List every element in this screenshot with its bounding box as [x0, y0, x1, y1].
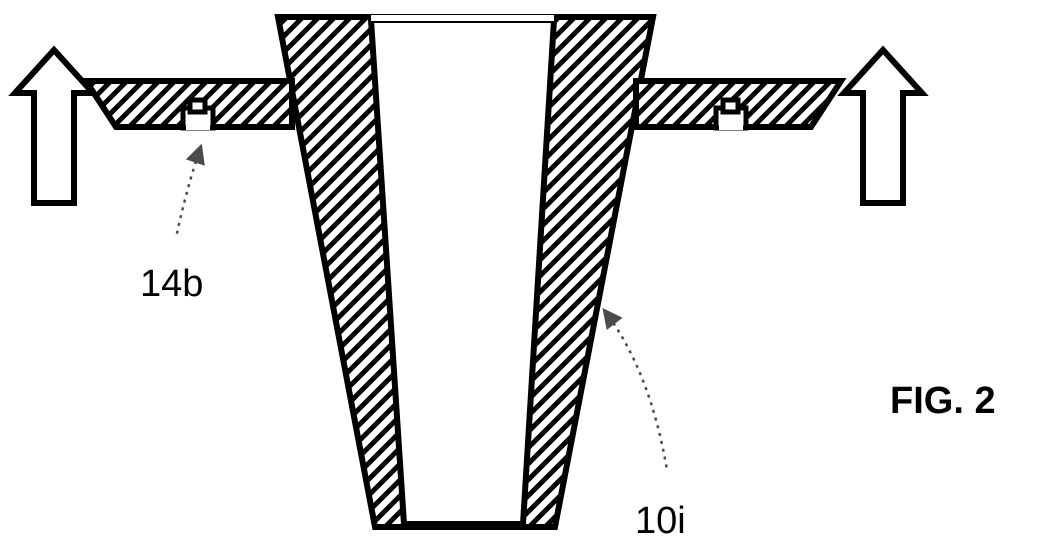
- leader-14b: [176, 146, 201, 238]
- figure-stage: 14b 10i FIG. 2: [0, 0, 1054, 559]
- arm-right: [636, 81, 841, 128]
- up-arrow-left: [15, 50, 93, 203]
- up-arrow-right: [844, 50, 922, 203]
- arm-left: [86, 81, 292, 128]
- label-14b: 14b: [140, 263, 203, 306]
- figure-caption: FIG. 2: [890, 380, 996, 423]
- central-body: [278, 17, 653, 527]
- label-10i: 10i: [635, 500, 686, 543]
- leader-10i: [604, 310, 667, 470]
